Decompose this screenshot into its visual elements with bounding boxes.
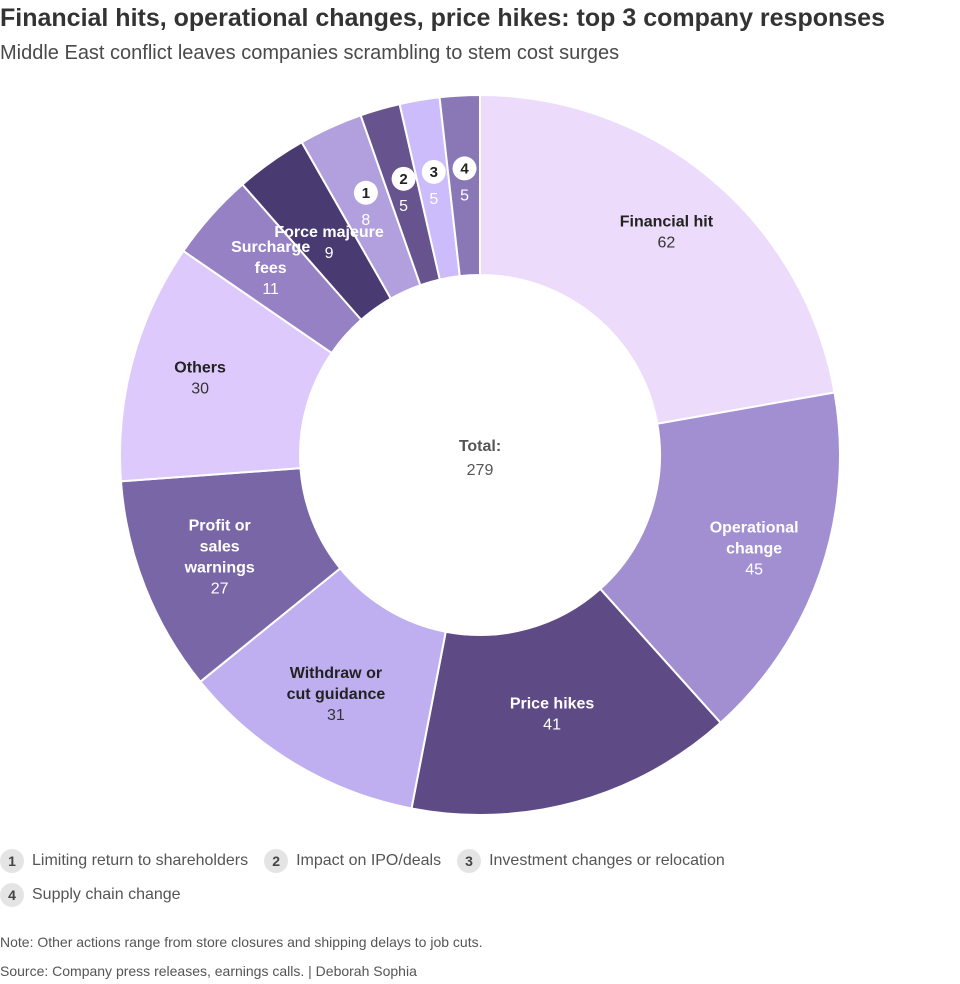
slice-badge-number: 2 bbox=[399, 171, 407, 188]
center-label: Total: bbox=[459, 438, 501, 455]
label-2: 25 bbox=[391, 166, 416, 215]
label-operational-change: Operational change 45 bbox=[710, 520, 799, 579]
slice-value: 9 bbox=[325, 245, 334, 262]
slice-badge bbox=[353, 180, 378, 205]
legend-label: Investment changes or relocation bbox=[489, 852, 725, 869]
legend-label: Limiting return to shareholders bbox=[32, 852, 249, 869]
slice-value: 45 bbox=[745, 562, 763, 579]
slice-badge-number: 1 bbox=[362, 185, 370, 202]
slice-labels: Financial hit62Operationalchange45Price … bbox=[174, 156, 799, 734]
slice-value: 11 bbox=[262, 281, 279, 298]
slice-name: Surcharge bbox=[231, 239, 310, 256]
slice-badge bbox=[421, 159, 446, 184]
label-force-majeure: Force majeure 9 bbox=[274, 224, 383, 262]
slice-name: Price hikes bbox=[510, 696, 595, 713]
slice-others bbox=[119, 249, 334, 483]
slice-value: 31 bbox=[327, 707, 345, 724]
legend-badge: 2 bbox=[264, 849, 289, 873]
legend-item-2: 2 Impact on IPO/deals bbox=[264, 849, 441, 873]
slice-badge bbox=[391, 166, 416, 191]
slice-badge bbox=[452, 156, 477, 181]
slice-financial-hit bbox=[479, 93, 836, 425]
slice-name: fees bbox=[255, 260, 287, 277]
slice-value: 41 bbox=[543, 717, 561, 734]
legend-badge: 4 bbox=[0, 883, 24, 907]
legend: 1 Limiting return to shareholders 2 Impa… bbox=[0, 844, 960, 912]
slice-value: 62 bbox=[658, 234, 676, 251]
slice-4 bbox=[438, 93, 481, 278]
slice-badge-number: 4 bbox=[460, 160, 469, 177]
label-4: 45 bbox=[452, 156, 477, 204]
slice-name: Profit or bbox=[189, 518, 251, 535]
legend-badge: 1 bbox=[0, 849, 24, 873]
slice-name: warnings bbox=[184, 560, 255, 577]
slice-value: 27 bbox=[211, 581, 229, 598]
slice-name: change bbox=[726, 541, 782, 558]
slice-price-hikes bbox=[410, 587, 722, 816]
legend-item-3: 3 Investment changes or relocation bbox=[457, 849, 725, 873]
chart-title: Financial hits, operational changes, pri… bbox=[0, 4, 885, 32]
slice-value: 5 bbox=[399, 198, 408, 215]
legend-label: Impact on IPO/deals bbox=[296, 852, 442, 869]
chart-note: Note: Other actions range from store clo… bbox=[0, 934, 483, 950]
slice-name: Withdraw or bbox=[290, 665, 382, 682]
label-withdraw-or-cut-guidance: Withdraw or cut guidance 31 bbox=[287, 665, 386, 724]
center-value: 279 bbox=[467, 462, 494, 479]
label-financial-hit: Financial hit 62 bbox=[620, 213, 714, 251]
label-price-hikes: Price hikes 41 bbox=[510, 696, 595, 734]
slice-operational-change bbox=[598, 391, 841, 725]
slice-value: 30 bbox=[191, 381, 209, 398]
label-3: 35 bbox=[421, 159, 446, 208]
slice-name: Force majeure bbox=[274, 224, 383, 241]
label-others: Others 30 bbox=[174, 360, 226, 398]
legend-label: Supply chain change bbox=[32, 886, 181, 903]
slice-name: sales bbox=[200, 539, 240, 556]
chart-subtitle: Middle East conflict leaves companies sc… bbox=[0, 42, 620, 64]
slice-value: 5 bbox=[429, 191, 438, 208]
label-surcharge-fees: Surcharge fees 11 bbox=[231, 239, 310, 298]
chart-source: Source: Company press releases, earnings… bbox=[0, 963, 417, 979]
legend-item-1: 1 Limiting return to shareholders bbox=[0, 849, 248, 873]
slice-value: 8 bbox=[361, 212, 370, 229]
legend-item-4: 4 Supply chain change bbox=[0, 883, 181, 907]
label-1: 18 bbox=[353, 180, 378, 229]
slice-badge-number: 3 bbox=[430, 164, 438, 181]
slice-name: Financial hit bbox=[620, 213, 714, 230]
label-profit-or-sales-warnings: Profit or sales warnings 27 bbox=[184, 518, 255, 598]
donut-chart: Financial hit62Operationalchange45Price … bbox=[119, 93, 841, 816]
slice-name: Others bbox=[174, 360, 226, 377]
slice-name: Operational bbox=[710, 520, 799, 537]
legend-badge: 3 bbox=[457, 849, 482, 873]
slice-value: 5 bbox=[460, 187, 469, 204]
slice-name: cut guidance bbox=[287, 686, 386, 703]
